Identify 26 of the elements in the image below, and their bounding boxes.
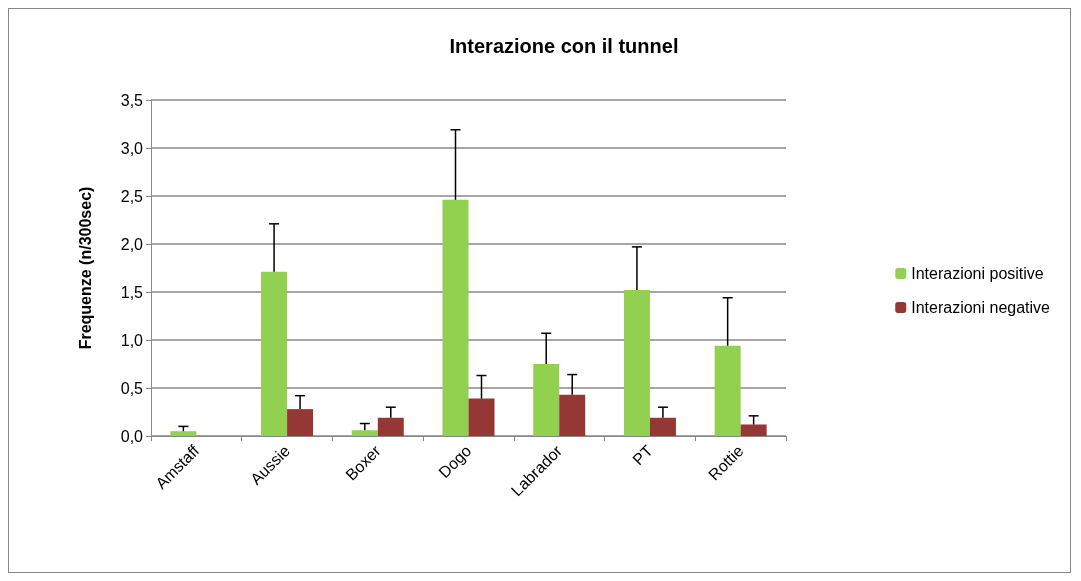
bar <box>740 424 767 436</box>
bar <box>623 290 650 436</box>
bar <box>533 364 560 436</box>
bar <box>468 398 495 436</box>
bar <box>170 431 197 436</box>
bar <box>559 394 586 436</box>
y-tick-label: 2,5 <box>120 187 144 205</box>
y-tick-label: 3,5 <box>120 91 144 109</box>
legend-label: Interazioni negative <box>911 299 1051 316</box>
bar <box>351 430 378 436</box>
y-tick-label: 3,0 <box>120 139 144 157</box>
bar <box>442 199 469 436</box>
bar <box>714 345 741 436</box>
bar <box>649 417 676 436</box>
legend-label: Interazioni positive <box>911 265 1044 282</box>
chart-title: Interazione con il tunnel <box>449 35 679 57</box>
y-axis-title: Frequenze (n/300sec) <box>76 186 94 350</box>
x-tick-label: PT <box>629 441 657 469</box>
y-tick-label: 0,5 <box>120 379 144 397</box>
y-tick-label: 2,0 <box>120 235 144 253</box>
bar <box>287 409 314 436</box>
y-tick-label: 0,0 <box>120 427 144 445</box>
y-tick-label: 1,5 <box>120 283 144 301</box>
y-tick-label: 1,0 <box>120 331 144 349</box>
bar <box>377 417 404 436</box>
bar <box>261 271 288 436</box>
